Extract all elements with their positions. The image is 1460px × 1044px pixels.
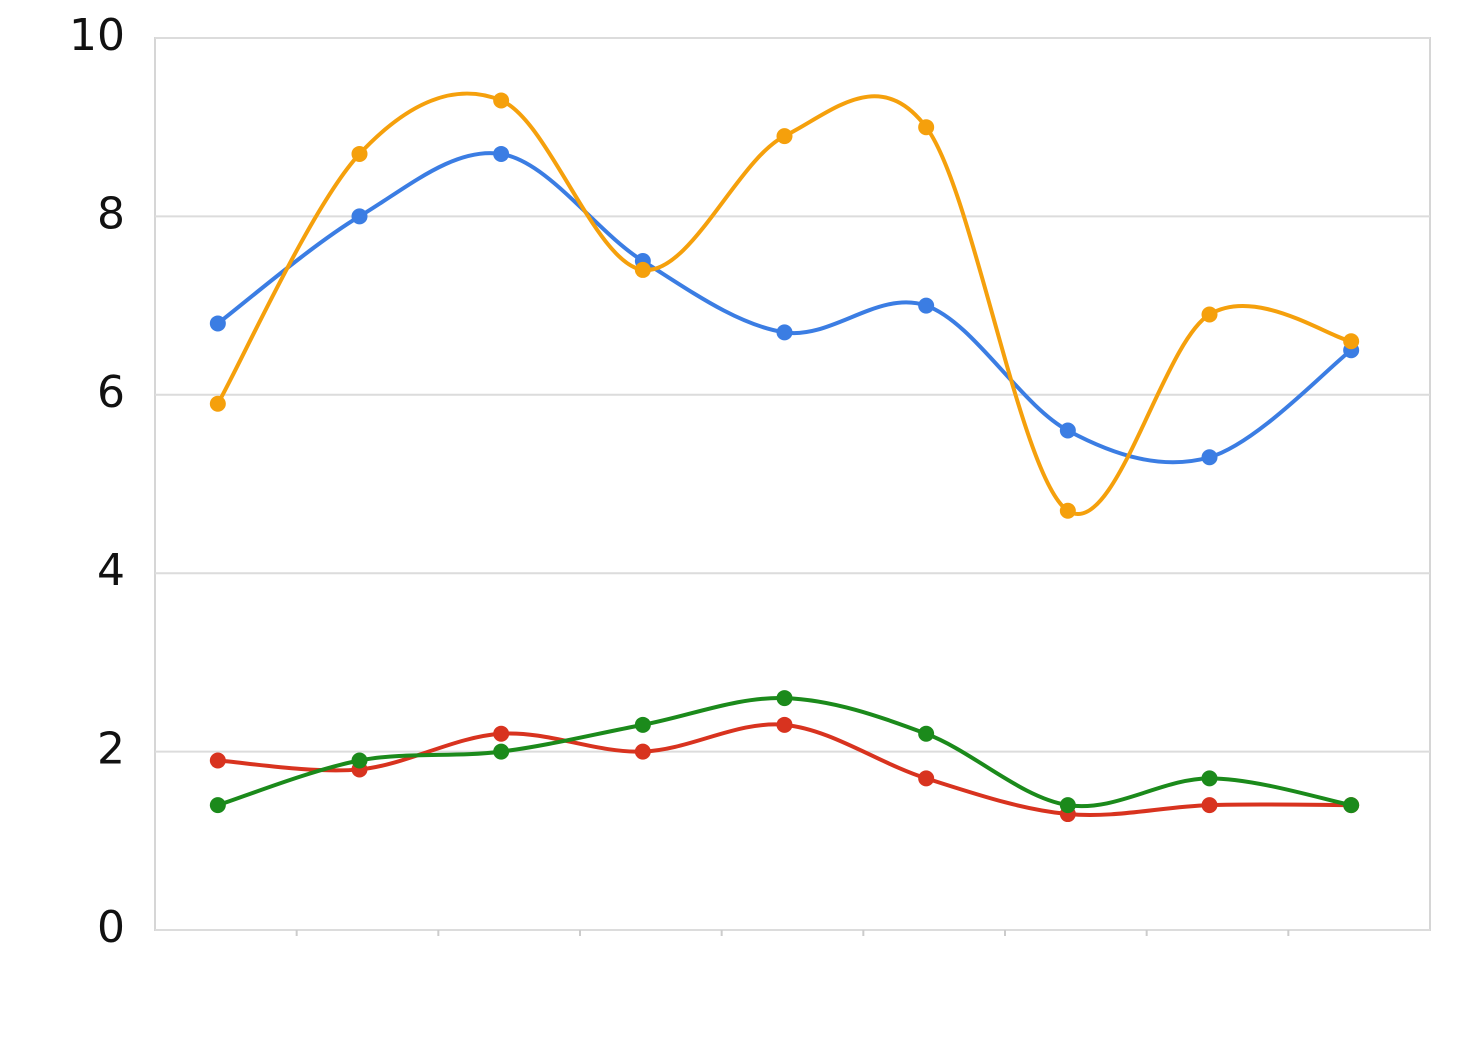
y-tick-label: 8 (97, 188, 125, 239)
data-point (1343, 333, 1360, 350)
plot-area (154, 37, 1431, 931)
data-point (918, 297, 935, 314)
data-point (918, 770, 935, 787)
y-tick-label: 4 (97, 545, 125, 596)
data-point (351, 145, 368, 162)
y-tick-label: 10 (69, 10, 125, 61)
y-tick-label: 0 (97, 902, 125, 953)
data-point (209, 395, 226, 412)
data-point (1201, 797, 1218, 814)
data-point (209, 797, 226, 814)
data-point (918, 119, 935, 136)
data-point (351, 752, 368, 769)
data-point (209, 752, 226, 769)
data-point (776, 716, 793, 733)
data-point (1201, 770, 1218, 787)
data-point (209, 315, 226, 332)
y-tick-label: 6 (97, 367, 125, 418)
data-point (493, 725, 510, 742)
data-point (493, 92, 510, 109)
y-tick-label: 2 (97, 724, 125, 775)
data-point (1201, 306, 1218, 323)
data-point (634, 261, 651, 278)
data-point (1059, 502, 1076, 519)
data-point (493, 145, 510, 162)
data-point (918, 725, 935, 742)
data-point (1201, 449, 1218, 466)
data-point (634, 743, 651, 760)
data-point (351, 208, 368, 225)
data-point (1343, 797, 1360, 814)
data-point (493, 743, 510, 760)
data-point (634, 716, 651, 733)
data-point (776, 324, 793, 341)
data-point (776, 128, 793, 145)
data-point (776, 690, 793, 707)
data-point (1059, 422, 1076, 439)
data-point (1059, 797, 1076, 814)
